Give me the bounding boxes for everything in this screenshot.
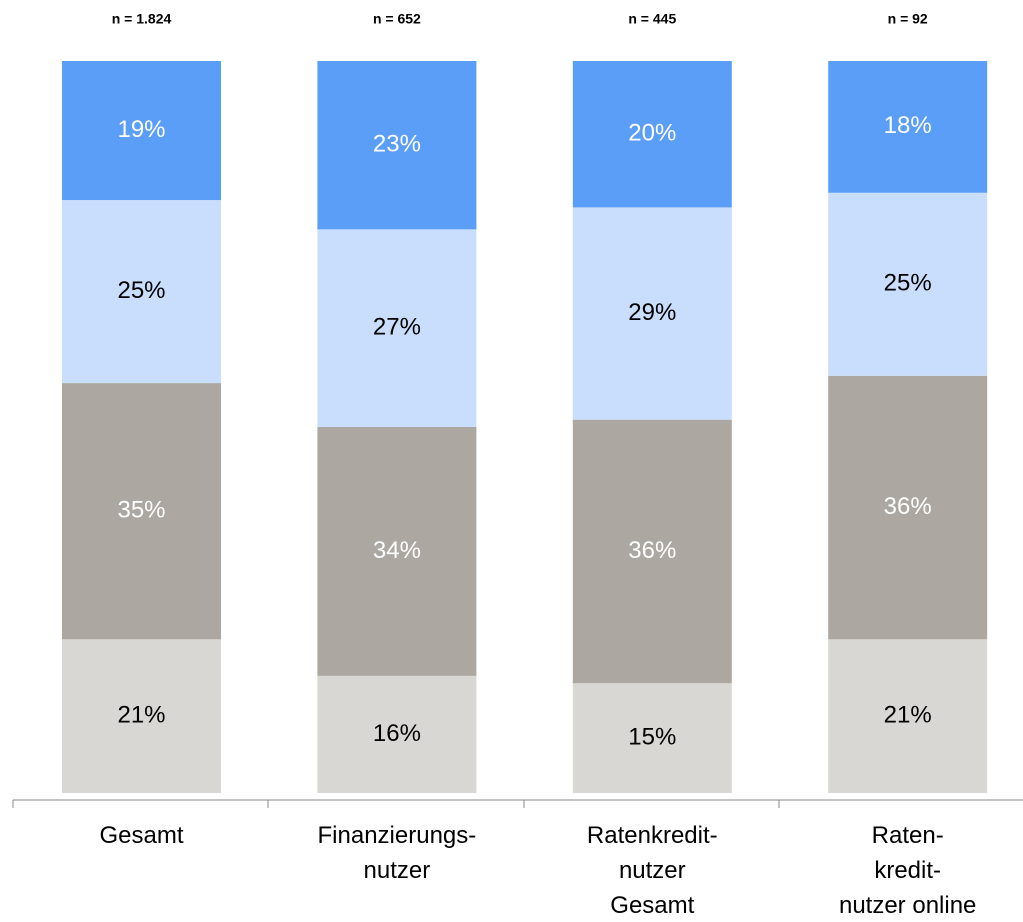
bar-segment [62,639,221,793]
value-label: 25% [117,277,165,304]
value-label: 25% [884,270,932,297]
bar-segment [62,383,221,640]
bar-segment [572,207,732,420]
x-tick-label: Ratenkredit- nutzer Gesamt [586,822,718,919]
bar-segment [317,229,477,427]
bar-segment [572,61,732,208]
bar-segment [317,61,477,230]
bar-segment [317,675,477,793]
bar-segment [572,683,732,793]
bar-segment [828,192,988,376]
bar-segment [828,639,988,793]
x-tick-label: Finanzierungs- nutzer [317,822,477,884]
value-label: 19% [117,116,165,143]
value-label: 36% [628,537,676,564]
value-label: 29% [628,299,676,326]
value-label: 16% [373,720,421,747]
n-label: n = 652 [373,11,421,27]
n-label: n = 1.824 [112,11,172,27]
value-label: 36% [884,493,932,520]
n-label: n = 445 [628,11,676,27]
bar-segment [317,427,477,676]
value-label: 34% [373,537,421,564]
bar-segment [828,61,988,193]
x-tick-label: Raten- kredit- nutzer online [838,822,977,919]
n-label: n = 92 [888,11,928,27]
bar-segment [572,419,732,684]
bar-segment [828,375,988,640]
value-label: 20% [628,120,676,147]
value-label: 18% [884,112,932,139]
bar-segment [62,61,221,201]
value-label: 23% [373,131,421,158]
value-label: 15% [628,723,676,750]
value-label: 21% [117,701,165,728]
value-label: 21% [884,701,932,728]
x-tick-label: Gesamt [99,822,184,849]
value-label: 27% [373,314,421,341]
bar-segment [62,200,221,384]
value-label: 35% [117,497,165,524]
